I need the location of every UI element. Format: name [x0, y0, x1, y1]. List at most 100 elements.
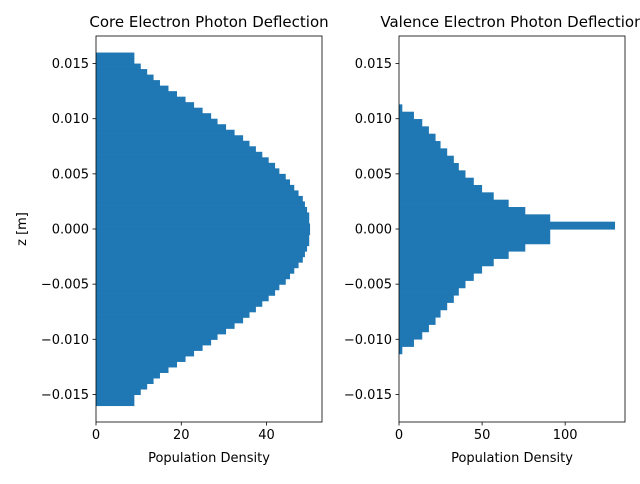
histogram-bar: [399, 119, 423, 127]
histogram-bar: [399, 272, 474, 281]
histogram-bar: [399, 338, 414, 347]
histogram-bar: [96, 229, 311, 236]
histogram-bar: [96, 350, 195, 357]
histogram-bars: [96, 52, 311, 407]
histogram-bar: [96, 394, 135, 401]
histogram-bar: [96, 102, 195, 109]
x-axis-label: Population Density: [451, 451, 573, 466]
histogram-bar: [399, 221, 616, 230]
histogram-bar: [96, 85, 169, 92]
histogram-bar: [96, 251, 305, 258]
histogram-bar: [399, 250, 509, 259]
histogram-bar: [96, 74, 154, 81]
histogram-bar: [96, 361, 178, 368]
histogram-bars: [399, 104, 616, 355]
histogram-bar: [399, 229, 551, 237]
histogram-bar: [96, 300, 263, 307]
y-tick-label: −0.005: [344, 278, 392, 293]
histogram-bar: [96, 96, 186, 103]
histogram-bar: [96, 52, 135, 59]
valence-electron-panel: 0 50 100 −0.015 −0.010 −0.005 0.000 0.005 0.010 0…: [344, 13, 640, 466]
x-tick-label: 40: [258, 428, 275, 443]
histogram-bar: [399, 346, 403, 355]
histogram-bar: [96, 217, 310, 225]
histogram-bar: [399, 331, 423, 340]
histogram-bar: [96, 267, 295, 274]
x-axis-label: Population Density: [148, 451, 270, 466]
histogram-bar: [96, 129, 235, 136]
y-tick-label: 0.010: [355, 112, 392, 127]
y-tick-label: −0.015: [41, 388, 89, 403]
histogram-bar: [96, 355, 186, 362]
histogram-bar: [399, 302, 448, 311]
histogram-bar: [399, 133, 436, 142]
histogram-bar: [399, 104, 403, 113]
histogram-bar: [96, 339, 212, 346]
histogram-bar: [96, 184, 295, 191]
histogram-bar: [96, 333, 218, 340]
histogram-bar: [96, 58, 135, 65]
x-tick-label: 50: [474, 428, 491, 443]
histogram-bar: [96, 295, 269, 302]
histogram-bar: [96, 135, 244, 142]
histogram-bar: [96, 284, 280, 291]
histogram-bar: [399, 111, 414, 120]
histogram-bar: [96, 69, 148, 76]
histogram-bar: [96, 278, 286, 285]
histogram-bar: [96, 124, 227, 131]
histogram-bar: [96, 377, 154, 384]
chart-title: Core Electron Photon Deflection: [89, 13, 328, 31]
histogram-bar: [96, 151, 263, 158]
histogram-bar: [96, 262, 299, 269]
histogram-bar: [96, 256, 303, 263]
histogram-bar: [96, 328, 227, 335]
histogram-bar: [96, 107, 203, 114]
x-tick-label: 0: [395, 428, 403, 443]
histogram-bar: [96, 113, 212, 120]
histogram-bar: [96, 195, 303, 203]
histogram-bar: [96, 63, 141, 70]
y-tick-label: −0.010: [344, 333, 392, 348]
histogram-bar: [96, 179, 291, 186]
histogram-bar: [399, 258, 494, 267]
y-tick-label: 0.005: [355, 167, 392, 182]
histogram-bar: [399, 126, 429, 135]
histogram-bar: [399, 214, 551, 223]
histogram-bar: [96, 388, 141, 396]
histogram-bar: [96, 162, 276, 169]
histogram-bar: [399, 243, 526, 252]
histogram-bar: [399, 287, 459, 296]
histogram-bar: [399, 324, 429, 333]
x-tick-label: 0: [92, 428, 100, 443]
histogram-bar: [399, 199, 509, 208]
y-tick-label: −0.005: [41, 278, 89, 293]
histogram-bar: [96, 317, 244, 324]
histogram-bar: [96, 168, 280, 175]
histogram-bar: [399, 294, 454, 303]
histogram-bar: [96, 118, 218, 125]
histogram-bar: [96, 190, 299, 197]
histogram-bar: [399, 177, 474, 186]
y-tick-label: 0.015: [355, 57, 392, 72]
y-axis-label: z [m]: [15, 212, 30, 246]
histogram-bar: [96, 201, 305, 208]
histogram-bar: [96, 289, 276, 296]
histogram-bar: [96, 399, 135, 407]
histogram-bar: [96, 240, 310, 247]
histogram-bar: [96, 366, 169, 373]
histogram-bar: [399, 141, 441, 149]
histogram-bar: [399, 265, 483, 274]
chart-title: Valence Electron Photon Deflection: [380, 13, 640, 31]
histogram-bar: [96, 311, 250, 318]
histogram-bar: [399, 155, 454, 164]
histogram-bar: [399, 170, 466, 179]
histogram-bar: [399, 192, 494, 201]
y-tick-label: 0.000: [355, 223, 392, 238]
histogram-bar: [399, 280, 466, 289]
histogram-bar: [96, 234, 310, 241]
histogram-bar: [96, 245, 308, 252]
histogram-bar: [96, 372, 160, 379]
histogram-bar: [96, 306, 256, 313]
